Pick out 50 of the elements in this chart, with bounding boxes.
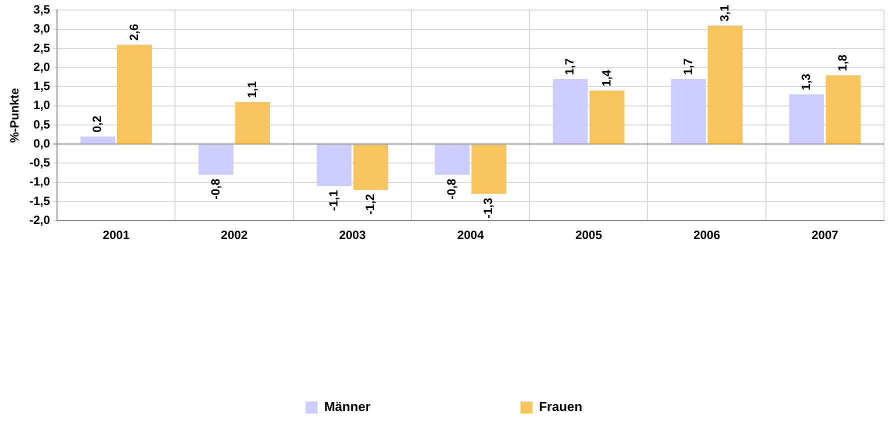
y-tick-label: 3,5 — [33, 2, 50, 17]
y-tick-label: 1,0 — [33, 98, 50, 112]
bar — [789, 94, 824, 144]
data-label: 1,4 — [599, 70, 614, 87]
y-tick-label: -2,0 — [29, 212, 50, 227]
legend-label: Frauen — [538, 399, 582, 414]
bar — [316, 144, 352, 186]
data-label: -0,8 — [444, 178, 459, 200]
y-tick-label: -1,0 — [29, 174, 50, 189]
data-label: -1,2 — [363, 194, 378, 215]
data-label: 1,3 — [798, 73, 813, 90]
x-tick-label: 2005 — [575, 228, 602, 242]
data-label: 1,8 — [836, 54, 850, 72]
bar — [198, 144, 234, 175]
data-label: -1,1 — [326, 190, 340, 211]
bar — [671, 79, 706, 144]
x-tick-label: 2001 — [102, 228, 130, 242]
bar — [434, 144, 470, 175]
y-tick-label: 1,5 — [33, 79, 50, 94]
bar — [552, 79, 588, 144]
y-tick-label: -1,5 — [29, 194, 50, 208]
legend-label: Männer — [324, 399, 370, 414]
x-tick-label: 2002 — [220, 228, 248, 242]
bar — [117, 44, 152, 144]
y-axis-title: %-Punkte — [8, 88, 22, 143]
bar — [826, 75, 861, 144]
x-tick-label: 2006 — [693, 228, 720, 242]
y-tick-label: 3,0 — [33, 22, 50, 36]
data-label: -0,8 — [208, 178, 222, 200]
data-label: -1,3 — [481, 198, 496, 219]
data-label: 0,2 — [90, 115, 104, 132]
data-label: 1,7 — [680, 58, 695, 76]
bar — [471, 144, 506, 194]
bar — [708, 26, 743, 144]
bar — [80, 136, 116, 144]
data-label: 1,1 — [244, 81, 259, 98]
y-tick-label: 0,0 — [33, 136, 50, 150]
bar — [590, 90, 624, 144]
y-tick-label: 2,5 — [33, 40, 50, 55]
x-tick-label: 2007 — [812, 228, 839, 242]
y-tick-label: 0,5 — [33, 117, 50, 132]
data-label: 2,6 — [126, 24, 141, 41]
bar — [235, 102, 270, 144]
data-label: 3,1 — [717, 4, 732, 22]
y-tick-label: 2,0 — [33, 60, 50, 74]
x-tick-label: 2004 — [457, 228, 484, 242]
data-label: 1,7 — [562, 58, 577, 76]
x-tick-label: 2003 — [339, 228, 366, 242]
bar — [353, 144, 388, 190]
y-tick-label: -0,5 — [29, 156, 50, 170]
